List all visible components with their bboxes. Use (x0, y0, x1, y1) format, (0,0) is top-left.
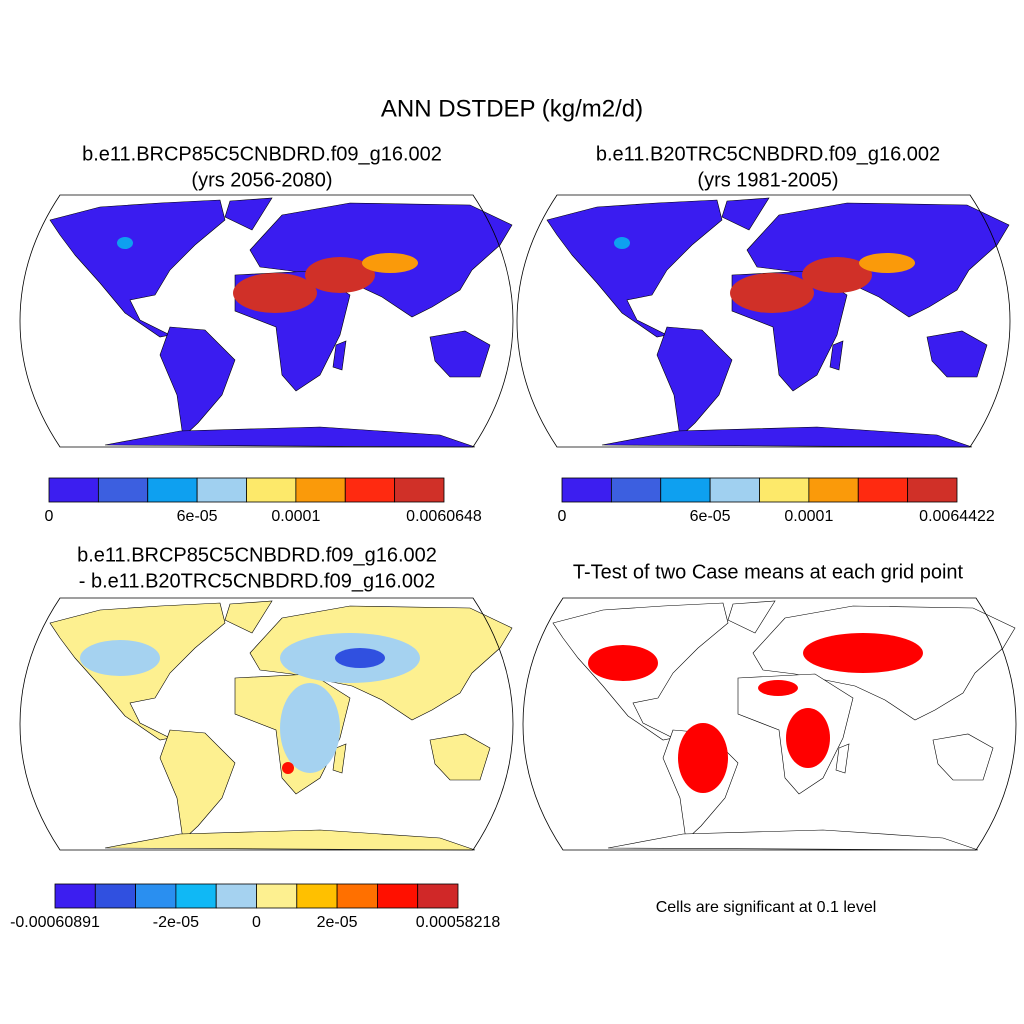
field-patch (305, 257, 375, 293)
colorbar-box (344, 477, 396, 503)
colorbar-box (907, 477, 958, 503)
map (19, 597, 514, 851)
colorbar-box (808, 477, 859, 503)
land (552, 600, 1016, 851)
colorbar-box (336, 883, 378, 909)
field-patch (859, 253, 915, 273)
colorbar-label: 0.0064422 (919, 508, 995, 525)
colorbar-box (256, 883, 298, 909)
colorbar-box (857, 477, 909, 503)
colorbar-label: 6e-05 (690, 508, 731, 525)
colorbar-box (54, 883, 96, 909)
colorbar-label: 0 (252, 914, 261, 931)
field-patch (786, 708, 830, 768)
colorbar-box (296, 883, 338, 909)
colorbar-box (135, 883, 177, 909)
field-patch (803, 633, 923, 673)
colorbar-box (215, 883, 257, 909)
figure-title: ANN DSTDEP (kg/m2/d) (381, 95, 643, 122)
colorbar-box (246, 477, 297, 503)
colorbar-label: 0 (558, 508, 567, 525)
colorbar-label: 0.0060648 (406, 508, 482, 525)
panel-note: Cells are significant at 0.1 level (656, 899, 877, 916)
panel-title: b.e11.B20TRC5CNBDRD.f09_g16.002 (596, 143, 940, 165)
colorbar-box (709, 477, 760, 503)
panel-title: T-Test of two Case means at each grid po… (573, 561, 964, 583)
field-patch (335, 648, 385, 668)
colorbar-box (196, 477, 247, 503)
colorbar-label: 0.0001 (271, 508, 320, 525)
colorbar-label: -2e-05 (153, 914, 199, 931)
field-patch (802, 257, 872, 293)
field-patch (362, 253, 418, 273)
colorbar-box (175, 883, 217, 909)
colorbar-label: 0 (45, 508, 54, 525)
colorbar-box (48, 477, 99, 503)
map (19, 194, 514, 448)
field-patch (614, 237, 630, 249)
colorbar-box (147, 477, 198, 503)
field-patch (678, 723, 728, 793)
panel-title: b.e11.BRCP85C5CNBDRD.f09_g16.002 (77, 544, 437, 566)
colorbar-box (561, 477, 612, 503)
field-patch (758, 680, 798, 696)
field-patch (588, 645, 658, 681)
colorbar-box (759, 477, 810, 503)
field-patch (282, 762, 294, 774)
field-patch (233, 273, 317, 313)
colorbar-box (660, 477, 711, 503)
field-patch (280, 683, 340, 773)
land (49, 197, 513, 448)
land (546, 197, 1010, 448)
panel-title: (yrs 2056-2080) (191, 169, 332, 191)
field-patch (117, 237, 133, 249)
colorbar-label: 0.0001 (784, 508, 833, 525)
panel-title: - b.e11.B20TRC5CNBDRD.f09_g16.002 (79, 570, 435, 592)
colorbar-label: 6e-05 (177, 508, 218, 525)
colorbar-label: 0.00058218 (416, 914, 501, 931)
colorbar-label: -0.00060891 (10, 914, 100, 931)
colorbar-box (417, 883, 459, 909)
colorbar-label: 2e-05 (317, 914, 358, 931)
colorbar-box (97, 477, 149, 503)
colorbar-box (610, 477, 662, 503)
colorbar-box (94, 883, 137, 909)
map (522, 597, 1017, 851)
panel-title: b.e11.BRCP85C5CNBDRD.f09_g16.002 (82, 143, 442, 165)
colorbar-box (376, 883, 419, 909)
colorbar-box (295, 477, 346, 503)
colorbar-box (394, 477, 445, 503)
panel-title: (yrs 1981-2005) (697, 169, 838, 191)
field-patch (730, 273, 814, 313)
map (516, 194, 1011, 448)
field-patch (80, 640, 160, 676)
